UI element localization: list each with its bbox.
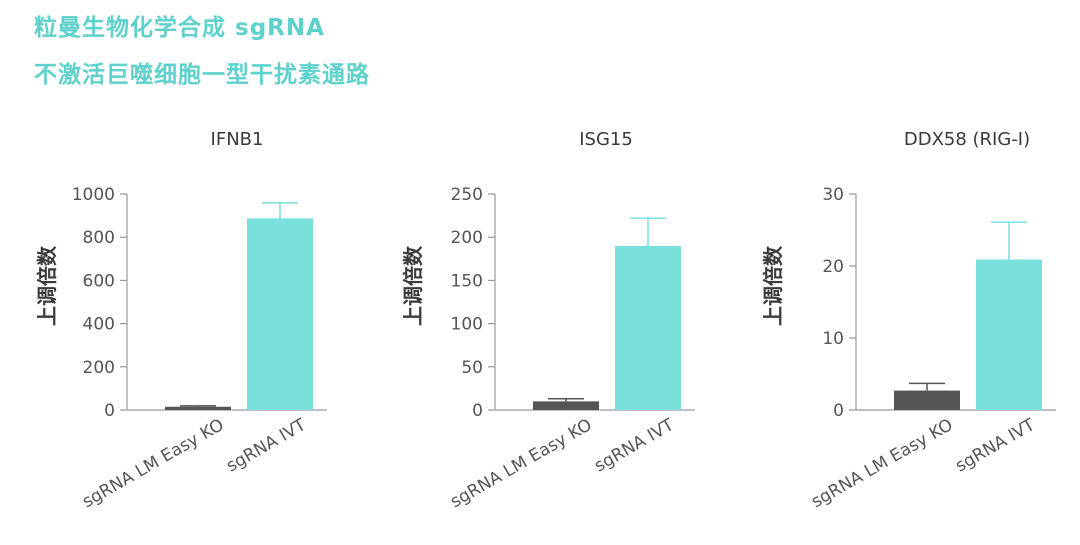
y-tick-label: 200 <box>451 228 483 248</box>
y-tick-label: 1000 <box>72 185 115 205</box>
x-category-label: sgRNA IVT <box>952 415 1039 477</box>
y-tick-label: 100 <box>451 315 483 335</box>
x-category-label: sgRNA LM Easy KO <box>808 415 956 512</box>
chart-title: ISG15 <box>579 129 633 150</box>
chart-title: DDX58 (RIG-I) <box>904 129 1030 150</box>
x-category-label: sgRNA LM Easy KO <box>447 415 595 512</box>
y-tick-label: 50 <box>461 358 483 378</box>
y-tick-label: 800 <box>83 228 115 248</box>
y-tick-label: 10 <box>822 329 844 349</box>
y-tick-label: 150 <box>451 271 483 291</box>
bar <box>894 390 960 410</box>
x-category-label: sgRNA IVT <box>591 415 678 477</box>
y-tick-label: 20 <box>822 257 844 277</box>
y-tick-label: 0 <box>472 401 483 421</box>
y-tick-label: 30 <box>822 185 844 205</box>
y-tick-label: 200 <box>83 358 115 378</box>
y-tick-label: 250 <box>451 185 483 205</box>
headline-line-1: 粒曼生物化学合成 sgRNA <box>34 15 325 41</box>
y-axis-label: 上调倍数 <box>761 245 785 326</box>
bar <box>615 245 681 410</box>
bar <box>533 401 599 410</box>
x-category-label: sgRNA IVT <box>223 415 310 477</box>
bar <box>165 406 231 410</box>
y-tick-label: 600 <box>83 271 115 291</box>
y-axis-label: 上调倍数 <box>401 245 425 326</box>
x-category-label: sgRNA LM Easy KO <box>79 415 227 512</box>
y-axis-label: 上调倍数 <box>35 245 59 326</box>
bar <box>976 259 1042 410</box>
y-tick-label: 400 <box>83 315 115 335</box>
headline-line-2: 不激活巨噬细胞一型干扰素通路 <box>34 62 370 88</box>
y-tick-label: 0 <box>833 401 844 421</box>
chart-title: IFNB1 <box>211 129 264 150</box>
y-tick-label: 0 <box>104 401 115 421</box>
bar <box>247 218 313 410</box>
